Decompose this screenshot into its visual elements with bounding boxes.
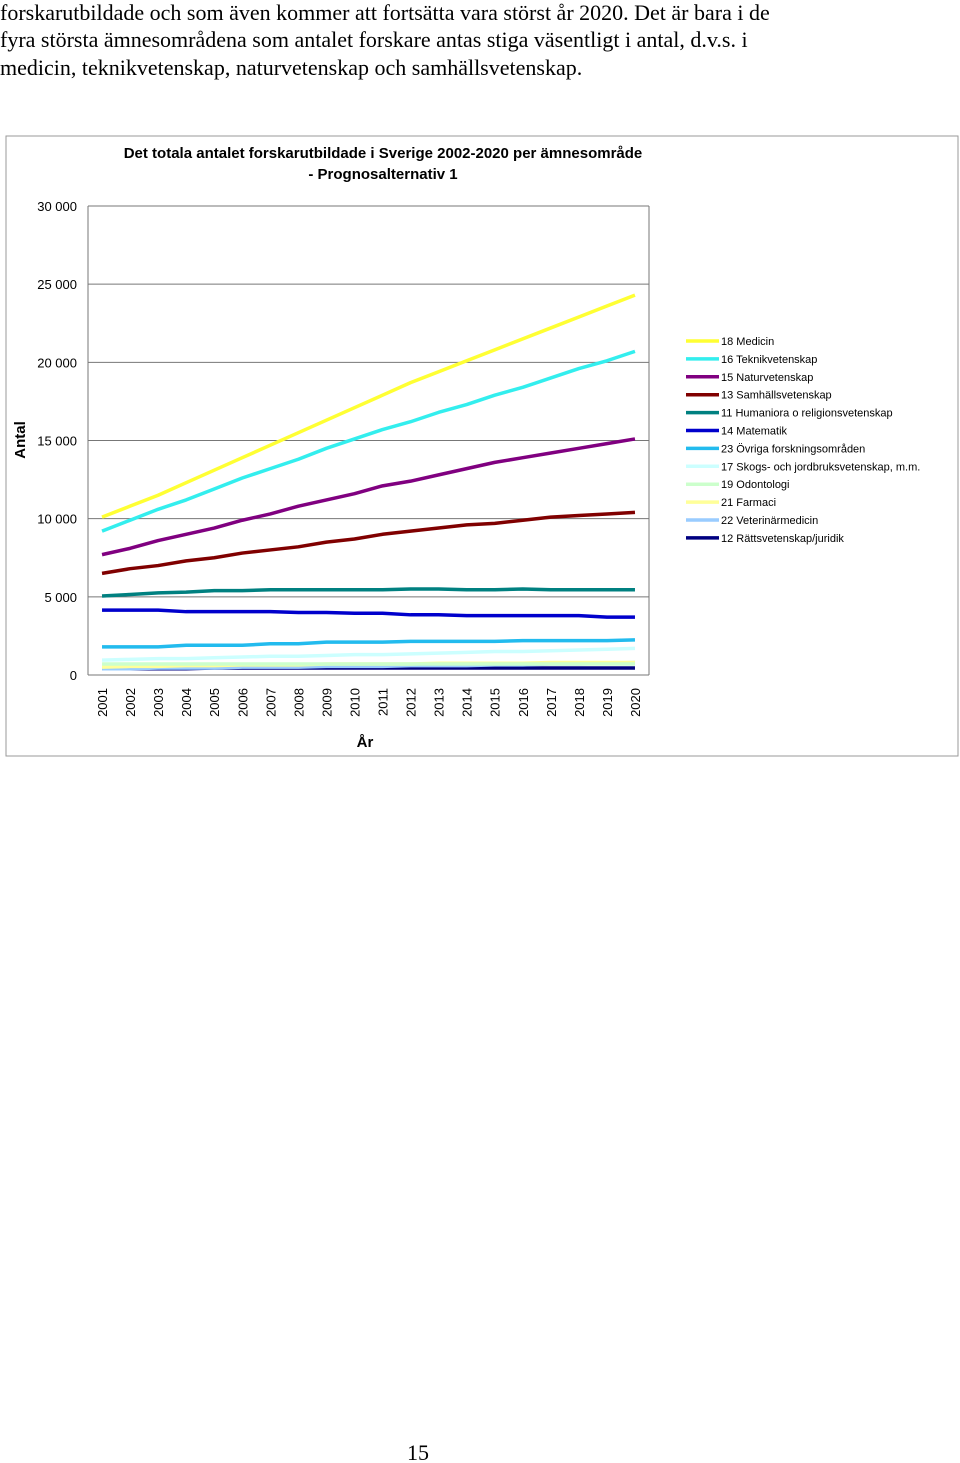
series-line <box>101 510 636 576</box>
chart-frame <box>5 135 959 757</box>
series-line <box>101 293 636 519</box>
y-tick-label: 15 000 <box>37 434 77 449</box>
x-tick-label: 2008 <box>291 688 306 717</box>
x-tick-label: 2007 <box>263 688 278 717</box>
y-tick-label: 30 000 <box>37 199 77 214</box>
legend-label: 21 Farmaci <box>721 497 776 509</box>
x-tick-label: 2010 <box>347 688 362 717</box>
x-tick-label: 2009 <box>319 688 334 717</box>
x-tick-label: 2001 <box>95 688 110 717</box>
x-axis-title: År <box>357 734 374 751</box>
legend-label: 15 Naturvetenskap <box>721 372 813 384</box>
x-tick-label: 2012 <box>404 688 419 717</box>
series-line <box>101 646 636 662</box>
x-tick-label: 2020 <box>628 688 643 717</box>
x-tick-label: 2003 <box>151 688 166 717</box>
paragraph-line: fyra största ämnesområdena som antalet f… <box>0 27 748 52</box>
series-line <box>101 587 635 598</box>
legend-label: 19 Odontologi <box>721 479 790 491</box>
x-tick-label: 2005 <box>207 688 222 717</box>
y-axis-title: Antal <box>12 421 29 459</box>
x-tick-label: 2011 <box>376 688 391 716</box>
paragraph-line: medicin, teknikvetenskap, naturvetenskap… <box>0 55 582 80</box>
y-tick-label: 20 000 <box>37 355 77 370</box>
legend-label: 14 Matematik <box>721 426 788 438</box>
legend-label: 22 Veterinärmedicin <box>721 515 818 527</box>
x-tick-label: 2017 <box>544 688 559 717</box>
series-line <box>102 638 636 649</box>
series-line <box>101 437 636 557</box>
legend-label: 11 Humaniora o religionsvetenskap <box>721 408 893 420</box>
x-tick-label: 2004 <box>179 688 194 717</box>
y-tick-label: 0 <box>70 668 77 683</box>
series-line <box>102 608 635 619</box>
legend-label: 23 Övriga forskningsområden <box>721 443 865 455</box>
y-tick-label: 10 000 <box>37 512 77 527</box>
legend-label: 18 Medicin <box>721 336 774 348</box>
y-tick-label: 25 000 <box>37 277 77 292</box>
x-tick-label: 2013 <box>432 688 447 717</box>
legend-label: 16 Teknikvetenskap <box>721 354 817 366</box>
x-tick-label: 2006 <box>235 688 250 717</box>
x-tick-label: 2014 <box>460 688 475 717</box>
x-tick-label: 2016 <box>516 688 531 717</box>
legend-label: 13 Samhällsvetenskap <box>721 390 832 402</box>
series-line <box>101 349 636 533</box>
x-tick-label: 2002 <box>123 688 138 717</box>
chart-title: - Prognosalternativ 1 <box>308 166 457 183</box>
legend-label: 12 Rättsvetenskap/juridik <box>721 533 844 545</box>
paragraph-line: forskarutbildade och som även kommer att… <box>0 0 770 25</box>
x-tick-label: 2019 <box>600 688 615 717</box>
chart-title: Det totala antalet forskarutbildade i Sv… <box>124 145 643 162</box>
y-tick-label: 5 000 <box>44 590 77 605</box>
legend-label: 17 Skogs- och jordbruksvetenskap, m.m. <box>721 461 920 473</box>
x-tick-label: 2015 <box>488 688 503 717</box>
page-number: 15 <box>407 1440 429 1463</box>
x-tick-label: 2018 <box>572 688 587 717</box>
